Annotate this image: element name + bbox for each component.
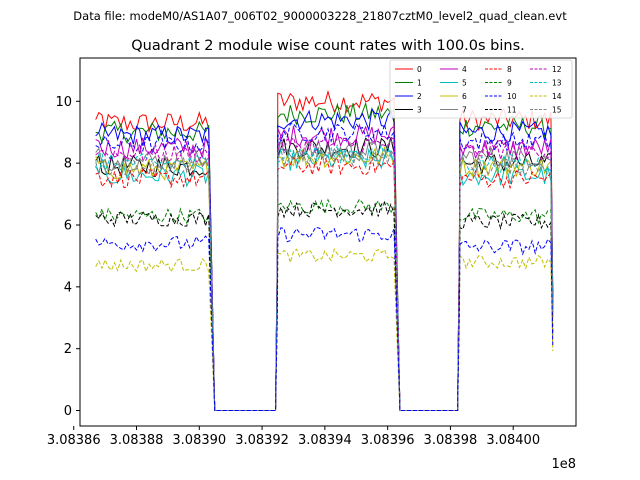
axes-frame (79, 57, 577, 427)
x-tick-label: 3.08394 (298, 433, 352, 448)
series-line-6 (95, 146, 554, 412)
axes: 3.08386 3.08388 3.08390 3.08392 3.08394 3.083… (47, 57, 577, 448)
x-offset-label: 1e8 (551, 457, 576, 472)
y-tick-label: 8 (64, 157, 72, 172)
legend-label-6: 6 (462, 92, 467, 101)
figure-suptitle: Data file: modeM0/AS1A07_006T02_90000032… (73, 9, 567, 23)
y-tick-label: 10 (55, 95, 72, 110)
legend-label-4: 4 (462, 65, 467, 74)
legend-label-13: 13 (552, 79, 562, 88)
legend-label-7: 7 (462, 106, 467, 115)
legend-label-2: 2 (417, 92, 422, 101)
legend-label-1: 1 (417, 79, 422, 88)
series-line-15 (95, 146, 554, 412)
legend-label-3: 3 (417, 106, 422, 115)
series-line-2 (95, 107, 554, 412)
legend-label-0: 0 (417, 65, 422, 74)
legend-label-9: 9 (507, 79, 512, 88)
series-line-7 (95, 138, 554, 412)
series-line-10 (95, 122, 554, 412)
x-tick-label: 3.08398 (424, 433, 478, 448)
series-line-4 (95, 123, 554, 412)
legend-label-8: 8 (507, 65, 512, 74)
y-tick-label: 6 (64, 218, 72, 233)
series-line-9 (95, 198, 554, 412)
x-tick-label: 3.08388 (110, 433, 164, 448)
series-line-8 (95, 156, 554, 412)
x-tick-label: 3.08396 (361, 433, 415, 448)
series-line-1 (95, 101, 554, 412)
legend-label-5: 5 (462, 79, 467, 88)
legend-label-15: 15 (552, 106, 562, 115)
series-line-13 (95, 143, 554, 412)
series-line-14 (95, 247, 554, 412)
legend-label-10: 10 (507, 92, 517, 101)
y-tick-label: 4 (64, 280, 72, 295)
x-tick-label: 3.08400 (486, 433, 540, 448)
legend-label-12: 12 (552, 65, 562, 74)
x-tick-label: 3.08392 (235, 433, 289, 448)
series-line-3 (95, 137, 554, 412)
y-tick-label: 2 (64, 342, 72, 357)
x-tick-label: 3.08390 (172, 433, 226, 448)
series-line-11 (95, 201, 554, 412)
chart-title: Quadrant 2 module wise count rates with … (131, 38, 525, 54)
y-tick-label: 0 (64, 404, 72, 419)
series-line-2b (95, 226, 554, 412)
legend-label-11: 11 (507, 106, 517, 115)
legend-label-14: 14 (552, 92, 562, 101)
x-tick-label: 3.08386 (47, 433, 101, 448)
legend-box (389, 59, 573, 119)
plot-lines (95, 89, 554, 412)
